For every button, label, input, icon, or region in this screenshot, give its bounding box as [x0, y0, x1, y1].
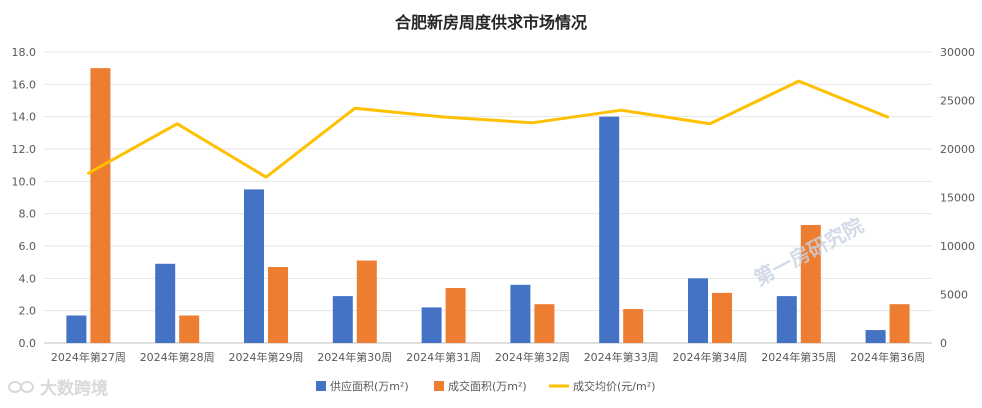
- left-tick-label: 8.0: [19, 208, 37, 221]
- logo-text: 大数跨境: [40, 378, 108, 399]
- deal-bar: [90, 68, 111, 344]
- supply-bar: [688, 278, 708, 343]
- left-tick-label: 10.0: [12, 175, 37, 188]
- legend-label: 成交面积(万m²): [448, 379, 527, 393]
- deal-bar: [534, 304, 555, 343]
- left-tick-label: 4.0: [19, 272, 37, 285]
- x-tick-label: 2024年第33周: [584, 350, 659, 364]
- chart-title: 合肥新房周度供求市场情况: [395, 13, 587, 32]
- supply-bar: [510, 284, 531, 343]
- left-tick-label: 12.0: [12, 143, 37, 156]
- deal-bar: [356, 260, 377, 343]
- x-tick-label: 2024年第27周: [51, 350, 126, 364]
- right-tick-label: 15000: [940, 192, 975, 205]
- supply-bar: [155, 263, 176, 343]
- left-tick-label: 0.0: [19, 337, 37, 350]
- left-tick-label: 6.0: [19, 240, 37, 253]
- x-tick-label: 2024年第29周: [229, 350, 304, 364]
- supply-bar: [865, 330, 886, 343]
- legend-swatch: [316, 381, 326, 391]
- deal-bar: [800, 224, 821, 343]
- supply-bar: [66, 315, 87, 343]
- right-axis: 0 5000 10000 15000 20000 25000 30000: [940, 46, 975, 350]
- deal-bar: [623, 309, 644, 343]
- x-axis: 2024年第27周 2024年第28周 2024年第29周 2024年第30周 2024…: [51, 350, 925, 364]
- bars-group: [66, 68, 910, 344]
- x-tick-label: 2024年第31周: [406, 350, 481, 364]
- infinity-logo-icon: [8, 381, 34, 393]
- deal-bar: [268, 267, 288, 343]
- legend-swatch: [434, 381, 444, 391]
- deal-bar: [445, 288, 466, 343]
- right-tick-label: 10000: [940, 240, 975, 253]
- left-tick-label: 18.0: [12, 46, 37, 59]
- right-tick-label: 0: [940, 337, 947, 350]
- x-tick-label: 2024年第28周: [140, 350, 215, 364]
- deal-bar: [179, 315, 200, 343]
- x-tick-label: 2024年第32周: [495, 350, 570, 364]
- price-line-group: [86, 79, 890, 179]
- deal-bar: [712, 292, 732, 343]
- price-line: [86, 79, 890, 179]
- deal-bar: [889, 304, 910, 343]
- left-tick-label: 16.0: [12, 78, 37, 91]
- left-axis: 0.0 2.0 4.0 6.0 8.0 10.0 12.0 14.0 16.0 18.0: [12, 46, 37, 350]
- supply-bar: [776, 296, 797, 343]
- legend-label: 供应面积(万m²): [330, 379, 409, 393]
- supply-bar: [244, 189, 264, 343]
- right-tick-label: 5000: [940, 289, 968, 302]
- supply-bar: [421, 307, 442, 343]
- supply-bar: [599, 116, 620, 344]
- right-tick-label: 25000: [940, 95, 975, 108]
- x-tick-label: 2024年第30周: [317, 350, 392, 364]
- x-tick-label: 2024年第36周: [850, 350, 925, 364]
- supply-bar: [332, 296, 353, 343]
- right-tick-label: 20000: [940, 143, 975, 156]
- right-tick-label: 30000: [940, 46, 975, 59]
- legend: 供应面积(万m²) 成交面积(万m²) 成交均价(元/m²): [316, 379, 655, 393]
- x-tick-label: 2024年第35周: [761, 350, 836, 364]
- left-tick-label: 2.0: [19, 305, 37, 318]
- gridlines: [44, 51, 932, 344]
- x-tick-label: 2024年第34周: [673, 350, 748, 364]
- brand-logo: 大数跨境: [8, 378, 108, 399]
- left-tick-label: 14.0: [12, 111, 37, 124]
- legend-label: 成交均价(元/m²): [573, 379, 655, 393]
